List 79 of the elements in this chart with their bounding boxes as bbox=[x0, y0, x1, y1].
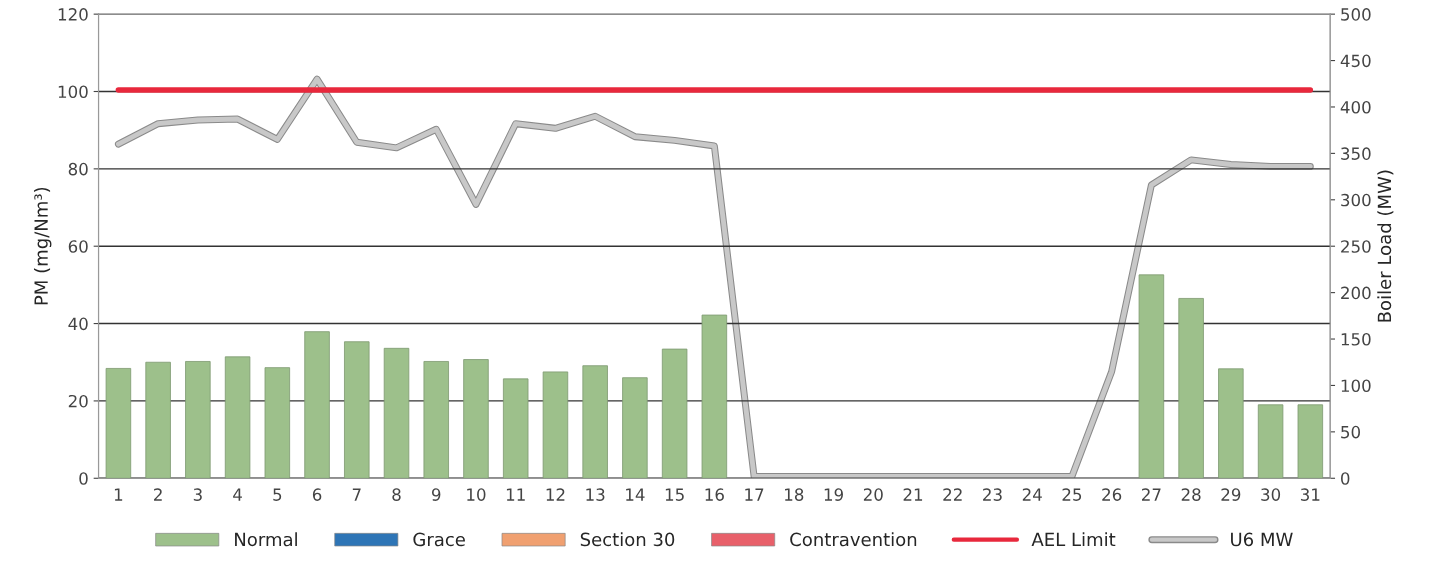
legend-label: Normal bbox=[235, 532, 297, 547]
x-tick-label: 31 bbox=[1300, 488, 1320, 501]
y-tick-label: 100 bbox=[58, 85, 88, 99]
bar bbox=[344, 341, 370, 479]
y-tick-label: 60 bbox=[68, 240, 88, 253]
x-tick-label: 6 bbox=[312, 488, 322, 501]
y-axis-title: PM (mg/Nm³) bbox=[33, 187, 52, 305]
bar bbox=[423, 361, 449, 479]
bar bbox=[383, 347, 410, 479]
y2-tick-label: 100 bbox=[1341, 379, 1371, 393]
y2-tick-label: 0 bbox=[1341, 472, 1350, 485]
y-tick-label: 120 bbox=[58, 8, 88, 21]
y2-tick-label: 500 bbox=[1341, 8, 1371, 21]
x-tick-label: 13 bbox=[586, 488, 605, 501]
y2-tick-label: 350 bbox=[1341, 147, 1371, 160]
bar bbox=[1297, 404, 1324, 479]
bar bbox=[105, 368, 132, 479]
y2-tick-label: 400 bbox=[1340, 100, 1371, 114]
x-tick-label: 17 bbox=[745, 488, 764, 501]
line-series bbox=[114, 75, 1314, 479]
y-tick-label: 40 bbox=[68, 317, 88, 331]
legend-label: Section 30 bbox=[580, 532, 675, 547]
bar bbox=[1178, 298, 1204, 479]
x-tick-label: 26 bbox=[1102, 488, 1122, 501]
y2-tick-label: 50 bbox=[1341, 425, 1361, 439]
x-tick-label: 18 bbox=[785, 488, 804, 501]
y2-tick-label: 150 bbox=[1341, 333, 1371, 346]
x-tick-label: 4 bbox=[233, 488, 242, 501]
bar bbox=[1138, 274, 1165, 479]
x-tick-label: 3 bbox=[193, 488, 202, 501]
x-tick-label: 12 bbox=[546, 488, 565, 501]
x-tick-label: 5 bbox=[273, 488, 282, 501]
x-tick-label: 10 bbox=[467, 488, 486, 501]
bar bbox=[701, 314, 728, 479]
y-tick-label: 80 bbox=[68, 162, 88, 176]
bar bbox=[264, 367, 291, 479]
x-tick-label: 19 bbox=[824, 488, 843, 501]
x-tick-label: 25 bbox=[1062, 488, 1082, 501]
y-tick-label: 20 bbox=[68, 394, 88, 408]
y2-axis-title: Boiler Load (MW) bbox=[1377, 170, 1394, 322]
x-tick-label: 22 bbox=[943, 488, 962, 501]
bar bbox=[582, 365, 608, 479]
bar bbox=[622, 377, 648, 479]
x-tick-label: 30 bbox=[1261, 488, 1281, 501]
bar bbox=[661, 348, 688, 479]
y2-tick-label: 450 bbox=[1340, 54, 1371, 68]
y2-tick-label: 300 bbox=[1341, 193, 1371, 207]
bar bbox=[1257, 404, 1284, 479]
x-tick-label: 29 bbox=[1221, 488, 1241, 501]
x-tick-label: 16 bbox=[705, 488, 724, 501]
x-tick-label: 8 bbox=[392, 488, 401, 501]
x-tick-label: 9 bbox=[431, 488, 441, 501]
x-tick-label: 15 bbox=[665, 488, 684, 501]
x-tick-label: 11 bbox=[506, 488, 525, 501]
bar bbox=[502, 378, 529, 479]
x-tick-label: 27 bbox=[1142, 488, 1161, 501]
legend-label: Contravention bbox=[790, 532, 917, 547]
x-tick-label: 21 bbox=[903, 488, 923, 501]
bar bbox=[1218, 368, 1244, 479]
bar bbox=[185, 361, 211, 479]
bar bbox=[463, 359, 489, 479]
x-tick-label: 7 bbox=[352, 488, 361, 501]
y2-tick-label: 200 bbox=[1341, 286, 1371, 300]
x-tick-label: 1 bbox=[114, 488, 123, 501]
bar bbox=[145, 361, 171, 479]
x-tick-label: 2 bbox=[154, 488, 162, 501]
bar bbox=[542, 371, 569, 479]
x-tick-label: 28 bbox=[1181, 488, 1201, 501]
bar bbox=[224, 356, 251, 479]
y2-tick-label: 250 bbox=[1341, 240, 1371, 253]
legend-label: Grace bbox=[413, 532, 465, 547]
x-tick-label: 23 bbox=[983, 488, 1002, 501]
x-tick-label: 14 bbox=[626, 488, 645, 501]
x-tick-label: 20 bbox=[863, 488, 883, 501]
y-tick-label: 0 bbox=[79, 472, 88, 485]
legend-label: AEL Limit bbox=[1031, 532, 1116, 546]
legend-label: U6 MW bbox=[1231, 532, 1293, 547]
x-tick-label: 24 bbox=[1022, 488, 1042, 501]
bar bbox=[304, 331, 330, 479]
